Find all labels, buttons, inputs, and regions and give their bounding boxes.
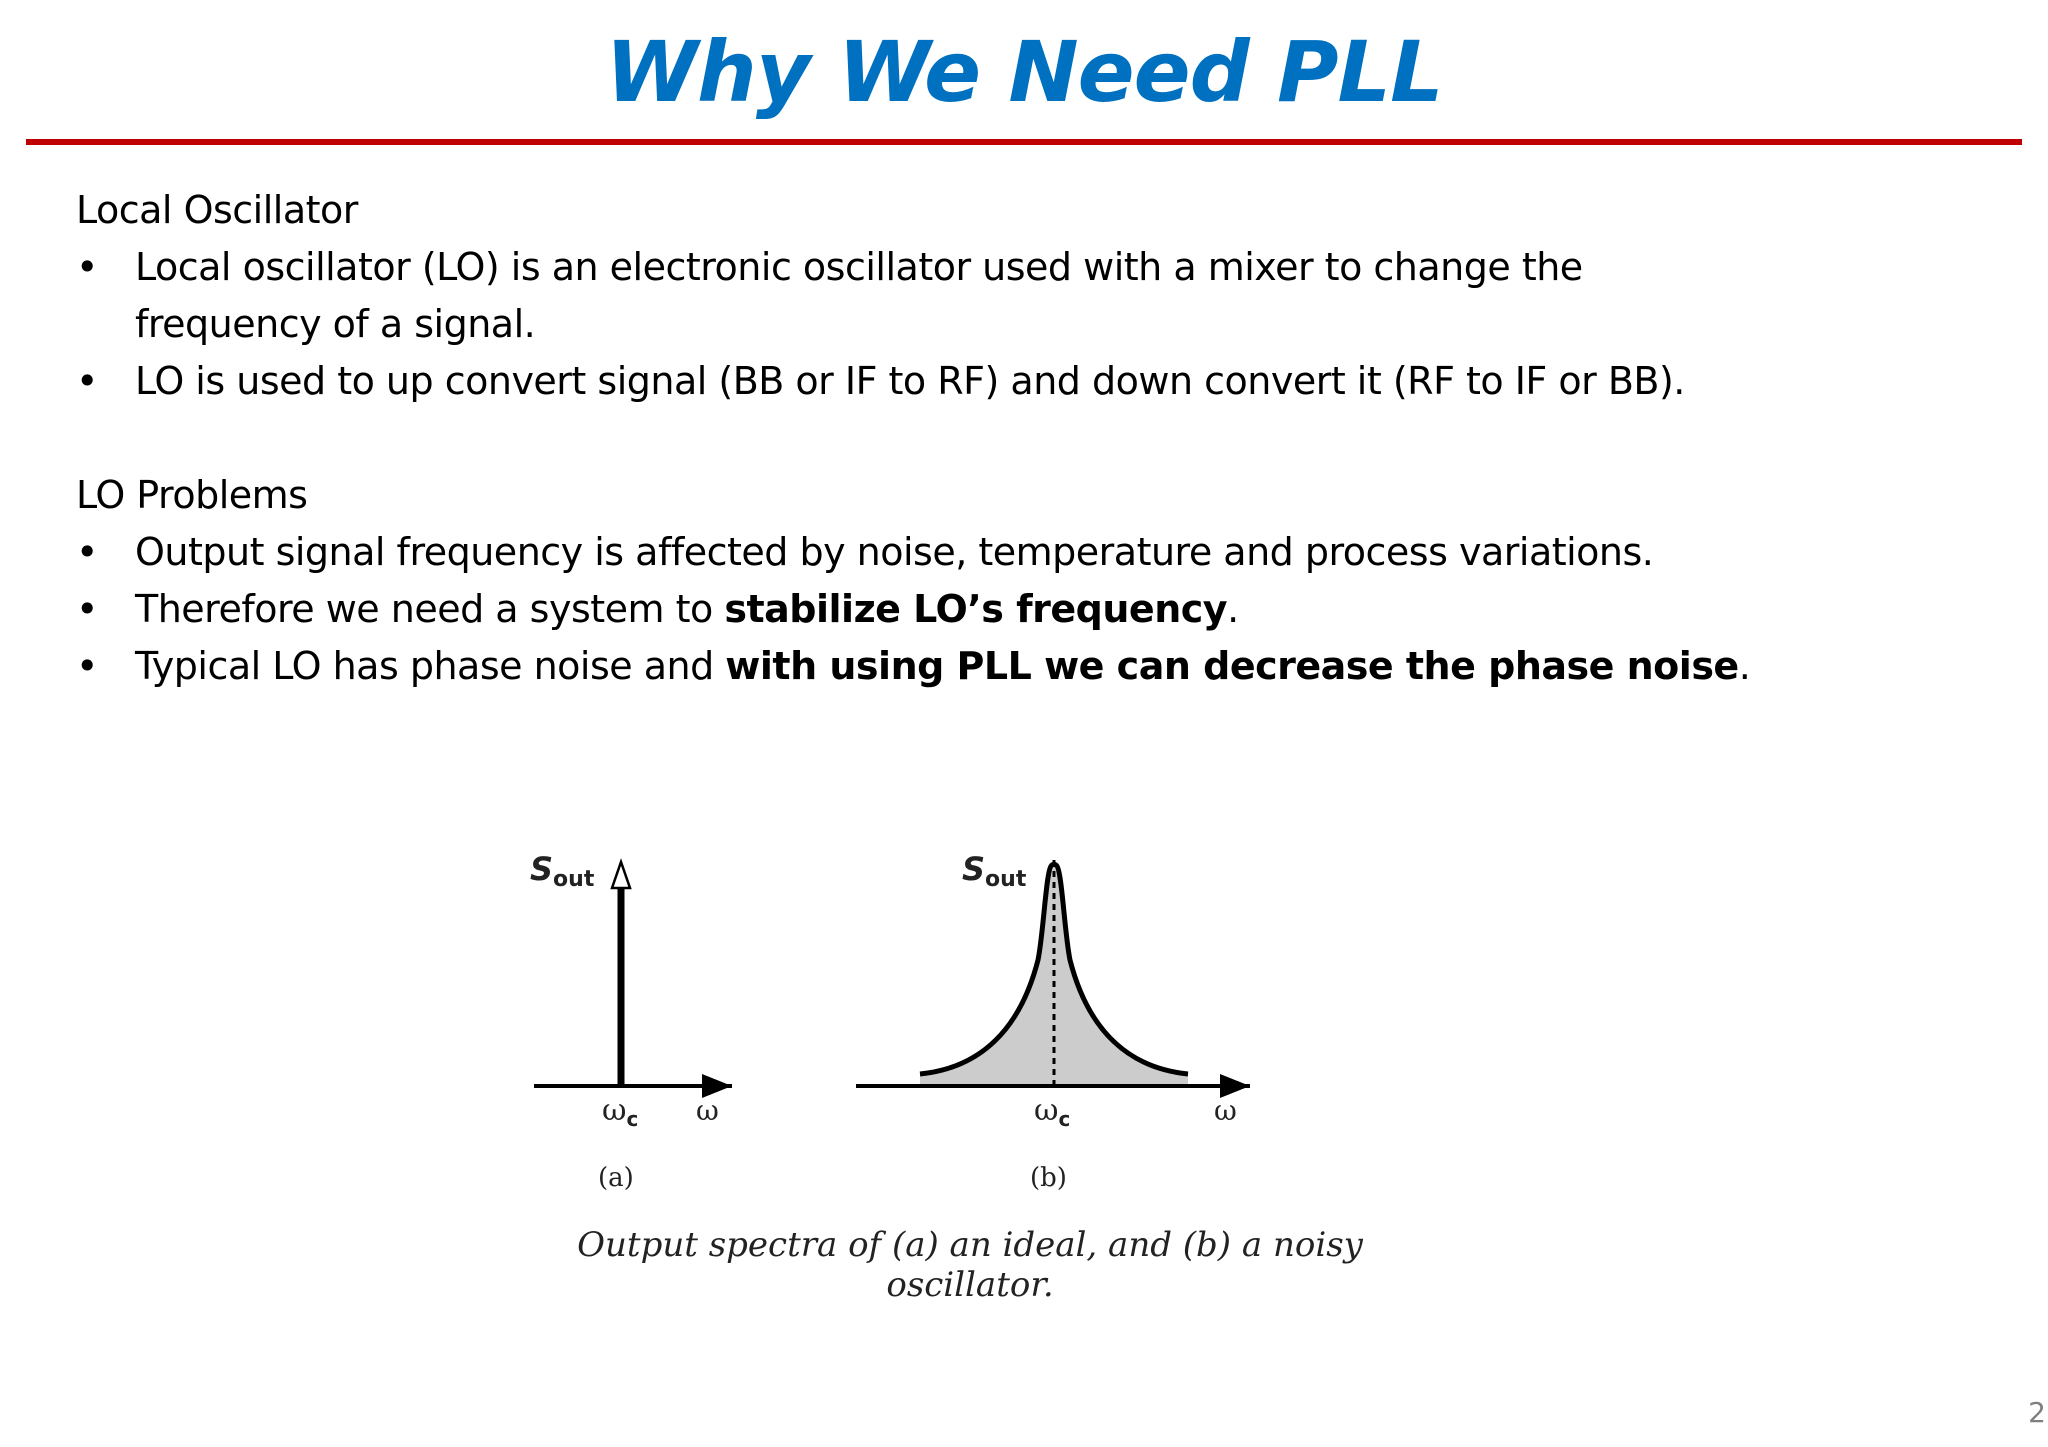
bullet-icon: • bbox=[76, 644, 98, 688]
slide-body: Local Oscillator • Local oscillator (LO)… bbox=[76, 182, 1976, 695]
bullet-text: frequency of a signal. bbox=[135, 302, 536, 346]
bullet-text: . bbox=[1738, 644, 1751, 688]
panel-a-y-label: Sout bbox=[530, 850, 595, 892]
panel-b: Sout ωc ω (b) bbox=[856, 850, 1250, 1193]
list-item: • LO is used to up convert signal (BB or… bbox=[76, 353, 1976, 410]
figure-caption: Output spectra of (a) an ideal, and (b) … bbox=[577, 1225, 1363, 1305]
section-heading-lo-problems: LO Problems bbox=[76, 473, 308, 517]
section-heading-local-oscillator: Local Oscillator bbox=[76, 188, 358, 232]
panel-a-label: (a) bbox=[598, 1163, 634, 1193]
panel-b-y-label: Sout bbox=[962, 850, 1027, 892]
bullet-icon: • bbox=[76, 530, 98, 574]
spectra-diagram: Sout ωc ω (a) Sout ωc ω (b) bbox=[530, 850, 1250, 1193]
bullet-text: Therefore we need a system to bbox=[135, 587, 725, 631]
panel-b-label: (b) bbox=[1030, 1163, 1067, 1193]
bullet-text: Output signal frequency is affected by n… bbox=[135, 530, 1654, 574]
bullet-text: . bbox=[1227, 587, 1239, 631]
panel-b-omega-c: ωc bbox=[1034, 1093, 1070, 1131]
bullet-icon: • bbox=[76, 245, 98, 289]
bullet-text: Local oscillator (LO) is an electronic o… bbox=[135, 245, 1583, 289]
section-spacer bbox=[76, 410, 1976, 467]
panel-a-x-arrow-icon bbox=[702, 1074, 732, 1098]
slide-title: Why We Need PLL bbox=[605, 23, 1443, 121]
panel-a-omega-axis-label: ω bbox=[696, 1094, 719, 1127]
list-item: • Therefore we need a system to stabiliz… bbox=[76, 581, 1976, 638]
local-oscillator-bullets: • Local oscillator (LO) is an electronic… bbox=[76, 239, 1976, 410]
lo-problems-bullets: • Output signal frequency is affected by… bbox=[76, 524, 1976, 695]
bullet-text: LO is used to up convert signal (BB or I… bbox=[135, 359, 1685, 403]
bullet-emphasis: stabilize LO’s frequency bbox=[724, 587, 1228, 631]
panel-a: Sout ωc ω (a) bbox=[530, 850, 732, 1193]
panel-a-omega-c: ωc bbox=[602, 1093, 638, 1131]
panel-b-omega-axis-label: ω bbox=[1214, 1094, 1237, 1127]
bullet-icon: • bbox=[76, 587, 98, 631]
page-number: 2 bbox=[2028, 1396, 2046, 1429]
bullet-text: Typical LO has phase noise and bbox=[135, 644, 726, 688]
bullet-emphasis: with using PLL we can decrease the phase… bbox=[725, 644, 1739, 688]
panel-b-x-arrow-icon bbox=[1220, 1074, 1250, 1098]
list-item: • Local oscillator (LO) is an electronic… bbox=[76, 239, 1976, 353]
bullet-icon: • bbox=[76, 359, 98, 403]
panel-a-impulse-arrow-icon bbox=[610, 858, 632, 890]
list-item: • Output signal frequency is affected by… bbox=[76, 524, 1976, 581]
list-item: • Typical LO has phase noise and with us… bbox=[76, 638, 1976, 695]
title-underline bbox=[26, 139, 2022, 145]
oscillator-spectra-figure: Sout ωc ω (a) Sout ωc ω (b) Output spect… bbox=[510, 820, 1470, 1305]
